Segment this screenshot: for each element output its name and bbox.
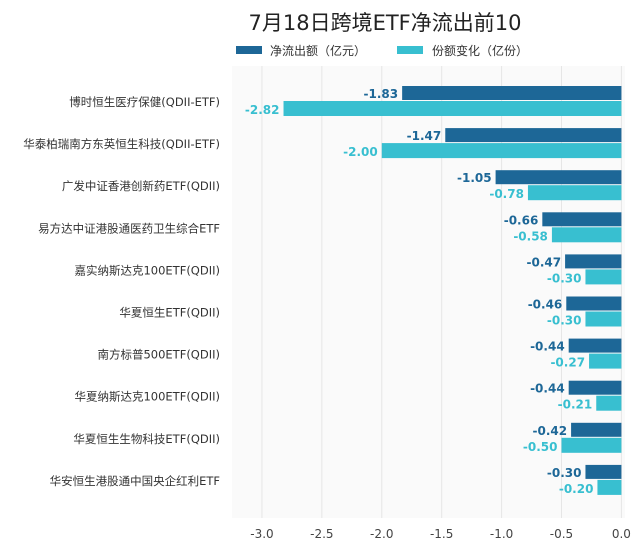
- x-tick-label: -2.0: [370, 527, 393, 541]
- data-label: -0.47: [526, 255, 561, 269]
- legend: 净流出额（亿元） 份额变化（亿份）: [236, 43, 528, 58]
- data-label: -0.50: [523, 440, 558, 454]
- data-label: -1.05: [457, 171, 492, 185]
- data-label: -2.00: [343, 145, 378, 159]
- category-label: 华夏恒生ETF(QDII): [119, 306, 220, 320]
- category-label: 博时恒生医疗保健(QDII-ETF): [69, 95, 220, 109]
- x-tick-label: 0.0: [612, 527, 631, 541]
- share-change-bar: [561, 437, 622, 453]
- category-label: 易方达中证港股通医药卫生综合ETF: [38, 221, 220, 235]
- share-change-bar: [527, 185, 622, 201]
- chart-title: 7月18日跨境ETF净流出前10: [249, 11, 522, 35]
- share-change-bar: [596, 395, 622, 411]
- share-change-bar: [585, 269, 622, 285]
- data-label: -0.78: [489, 187, 524, 201]
- data-label: -0.20: [559, 482, 594, 496]
- data-label: -0.30: [547, 271, 582, 285]
- data-label: -0.27: [550, 356, 585, 370]
- legend-label-net-outflow: 净流出额（亿元）: [270, 43, 366, 58]
- data-label: -0.30: [547, 466, 582, 480]
- x-tick-label: -1.0: [490, 527, 513, 541]
- net-outflow-bar: [568, 338, 622, 353]
- data-label: -1.83: [364, 87, 399, 101]
- category-label: 华夏恒生生物科技ETF(QDII): [73, 432, 220, 446]
- net-outflow-bar: [568, 380, 622, 395]
- x-tick-label: -2.5: [310, 527, 333, 541]
- net-outflow-bar: [542, 212, 622, 227]
- data-label: -1.47: [407, 129, 442, 143]
- net-outflow-bar: [445, 128, 622, 143]
- data-label: -0.30: [547, 314, 582, 328]
- share-change-bar: [551, 227, 622, 243]
- share-change-bar: [597, 479, 622, 495]
- share-change-bar: [381, 143, 622, 159]
- net-outflow-bar: [585, 464, 622, 479]
- data-label: -0.46: [528, 298, 563, 312]
- net-outflow-bar: [571, 422, 622, 437]
- data-label: -0.66: [504, 213, 539, 227]
- legend-label-share-change: 份额变化（亿份）: [432, 43, 528, 58]
- data-label: -0.58: [513, 229, 548, 243]
- x-tick-label: -0.5: [550, 527, 573, 541]
- category-label: 华泰柏瑞南方东英恒生科技(QDII-ETF): [23, 137, 220, 151]
- x-tick-label: -3.0: [250, 527, 273, 541]
- share-change-bar: [283, 101, 622, 116]
- net-outflow-bar: [495, 170, 622, 185]
- share-change-bar: [585, 311, 622, 327]
- data-label: -0.21: [558, 398, 593, 412]
- legend-swatch-net-outflow: [236, 46, 262, 54]
- data-label: -0.44: [530, 382, 565, 396]
- category-label: 华夏纳斯达克100ETF(QDII): [74, 390, 220, 404]
- net-outflow-bar: [402, 86, 622, 100]
- category-label: 广发中证香港创新药ETF(QDII): [62, 179, 220, 193]
- category-label: 南方标普500ETF(QDII): [97, 348, 220, 362]
- data-label: -0.44: [530, 340, 565, 354]
- net-outflow-bar: [565, 254, 622, 269]
- net-outflow-bar: [566, 296, 622, 311]
- category-label: 华安恒生港股通中国央企红利ETF: [50, 474, 220, 488]
- share-change-bar: [589, 353, 622, 369]
- x-tick-label: -1.5: [430, 527, 453, 541]
- legend-swatch-share-change: [397, 46, 423, 54]
- data-label: -2.82: [245, 103, 280, 117]
- data-label: -0.42: [532, 424, 567, 438]
- category-label: 嘉实纳斯达克100ETF(QDII): [74, 263, 220, 277]
